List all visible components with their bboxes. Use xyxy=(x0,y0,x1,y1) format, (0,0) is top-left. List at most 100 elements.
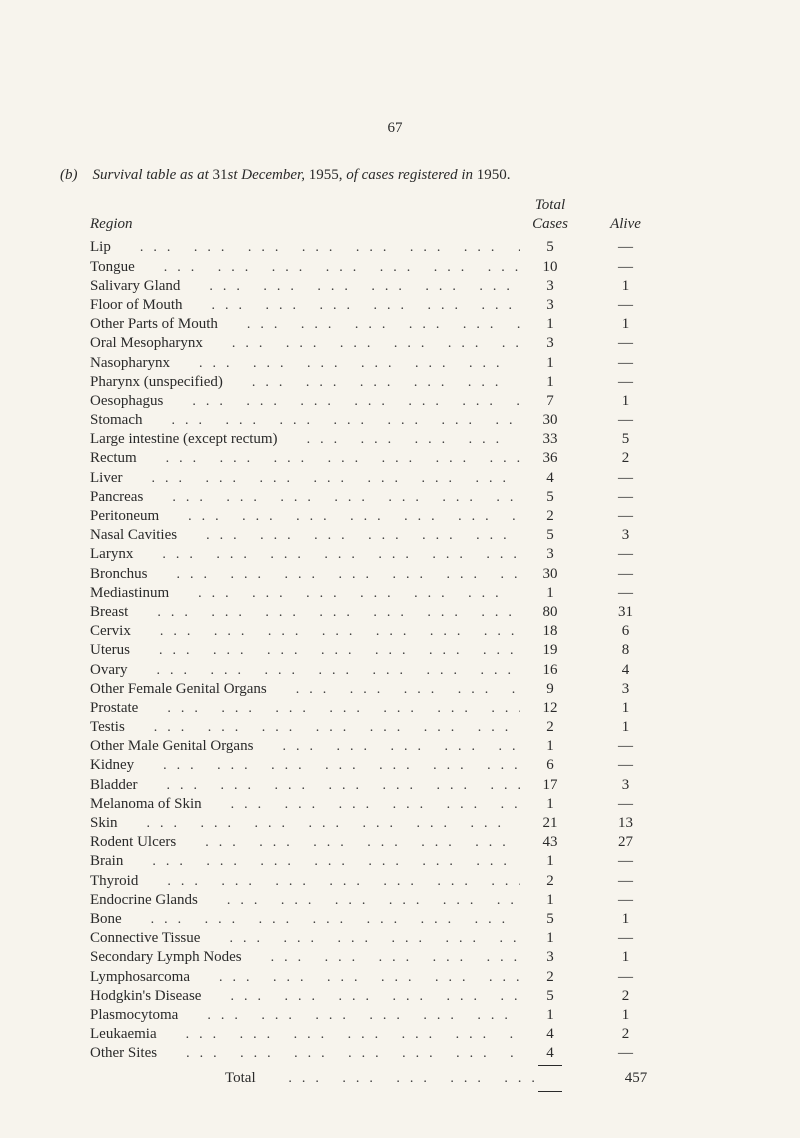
region-label: Lymphosarcoma xyxy=(90,969,192,985)
header-alive: Alive xyxy=(598,215,653,234)
leader-dots: ... ... ... ... ... ... ... ... ... xyxy=(178,835,520,850)
table-row: Bronchus ... ... ... ... ... ... ... ...… xyxy=(60,565,730,584)
cases-cell: 2 xyxy=(520,718,580,737)
cases-cell: 12 xyxy=(520,699,580,718)
region-label: Large intestine (except rectum) xyxy=(90,431,280,447)
cases-cell: 5 xyxy=(520,488,580,507)
region-label: Skin xyxy=(90,815,120,831)
region-cell: Pancreas ... ... ... ... ... ... ... ...… xyxy=(60,488,520,507)
cases-cell: 4 xyxy=(520,1044,580,1063)
region-label: Oesophagus xyxy=(90,393,165,409)
region-cell: Lip ... ... ... ... ... ... ... ... ... xyxy=(60,238,520,257)
region-label: Hodgkin's Disease xyxy=(90,988,203,1004)
alive-cell: 6 xyxy=(598,622,653,641)
table-row: Bladder ... ... ... ... ... ... ... ... … xyxy=(60,776,730,795)
cases-cell: 1 xyxy=(520,1006,580,1025)
region-cell: Other Male Genital Organs ... ... ... ..… xyxy=(60,737,520,756)
alive-cell: — xyxy=(598,238,653,257)
cases-cell: 3 xyxy=(520,948,580,967)
region-label: Bone xyxy=(90,911,124,927)
leader-dots: ... ... ... ... ... ... ... ... ... xyxy=(159,1027,520,1042)
region-cell: Melanoma of Skin ... ... ... ... ... ...… xyxy=(60,795,520,814)
cases-cell: 1 xyxy=(520,354,580,373)
leader-dots: ... ... ... ... ... ... ... ... ... xyxy=(171,586,520,601)
leader-dots: ... ... ... ... ... ... ... ... ... xyxy=(113,240,520,255)
region-label: Pharynx (unspecified) xyxy=(90,374,225,390)
leader-dots: ... ... ... ... ... ... ... ... ... xyxy=(130,663,521,678)
table-row: Hodgkin's Disease ... ... ... ... ... ..… xyxy=(60,987,730,1006)
cases-cell: 1 xyxy=(520,852,580,871)
cases-cell: 16 xyxy=(520,661,580,680)
alive-cell: — xyxy=(598,891,653,910)
cases-cell: 30 xyxy=(520,411,580,430)
region-label: Uterus xyxy=(90,642,132,658)
table-row: Connective Tissue ... ... ... ... ... ..… xyxy=(60,929,730,948)
region-label: Nasal Cavities xyxy=(90,527,179,543)
table-row: Large intestine (except rectum) ... ... … xyxy=(60,430,730,449)
leader-dots: ... ... ... ... ... ... ... ... ... xyxy=(205,336,520,351)
alive-cell: — xyxy=(598,545,653,564)
cases-cell: 3 xyxy=(520,334,580,353)
table-row: Oesophagus ... ... ... ... ... ... ... .… xyxy=(60,392,730,411)
leader-dots: ... ... ... ... ... ... ... ... ... xyxy=(139,451,520,466)
region-cell: Plasmocytoma ... ... ... ... ... ... ...… xyxy=(60,1006,520,1025)
header-cases-label: Cases xyxy=(532,216,568,232)
region-cell: Kidney ... ... ... ... ... ... ... ... .… xyxy=(60,756,520,775)
region-cell: Stomach ... ... ... ... ... ... ... ... … xyxy=(60,411,520,430)
leader-dots: ... ... ... ... ... ... ... ... ... xyxy=(124,912,520,927)
total-cases: 457 xyxy=(609,1069,663,1088)
region-cell: Connective Tissue ... ... ... ... ... ..… xyxy=(60,929,520,948)
table-row: Pharynx (unspecified) ... ... ... ... ..… xyxy=(60,373,730,392)
total-row: Total ... ... ... ... ... 457 xyxy=(60,1069,730,1088)
table-row: Other Male Genital Organs ... ... ... ..… xyxy=(60,737,730,756)
region-label: Other Sites xyxy=(90,1045,159,1061)
cases-cell: 18 xyxy=(520,622,580,641)
region-label: Mediastinum xyxy=(90,585,171,601)
table-body: Lip ... ... ... ... ... ... ... ... ... 5… xyxy=(60,238,730,1063)
alive-cell: — xyxy=(598,411,653,430)
alive-cell: 1 xyxy=(598,277,653,296)
caption-part-2: st December, xyxy=(228,167,309,183)
table-row: Other Parts of Mouth ... ... ... ... ...… xyxy=(60,315,730,334)
alive-cell: — xyxy=(598,565,653,584)
leader-dots: ... ... ... ... ... ... ... ... ... xyxy=(133,624,520,639)
region-label: Breast xyxy=(90,604,130,620)
leader-dots: ... ... ... ... ... ... ... ... ... xyxy=(280,432,520,447)
region-label: Other Parts of Mouth xyxy=(90,316,220,332)
table-row: Tongue ... ... ... ... ... ... ... ... .… xyxy=(60,258,730,277)
cases-cell: 5 xyxy=(520,987,580,1006)
region-cell: Thyroid ... ... ... ... ... ... ... ... … xyxy=(60,872,520,891)
table-row: Kidney ... ... ... ... ... ... ... ... .… xyxy=(60,756,730,775)
leader-dots: ... ... ... ... ... ... ... ... ... xyxy=(130,605,520,620)
caption-prefix: (b) xyxy=(60,167,78,183)
table-row: Mediastinum ... ... ... ... ... ... ... … xyxy=(60,584,730,603)
region-label: Melanoma of Skin xyxy=(90,796,204,812)
leader-dots: ... ... ... ... ... ... ... ... ... xyxy=(172,356,520,371)
region-cell: Larynx ... ... ... ... ... ... ... ... .… xyxy=(60,545,520,564)
region-label: Nasopharynx xyxy=(90,355,172,371)
alive-cell: — xyxy=(598,795,653,814)
region-cell: Endocrine Glands ... ... ... ... ... ...… xyxy=(60,891,520,910)
cases-cell: 21 xyxy=(520,814,580,833)
region-cell: Large intestine (except rectum) ... ... … xyxy=(60,430,520,449)
leader-dots: ... ... ... ... ... ... ... ... ... xyxy=(192,970,520,985)
region-label: Tongue xyxy=(90,259,137,275)
leader-dots: ... ... ... ... ... ... ... ... ... xyxy=(179,528,520,543)
region-label: Leukaemia xyxy=(90,1026,159,1042)
leader-dots: ... ... ... ... ... ... ... ... ... xyxy=(161,509,520,524)
table-row: Skin ... ... ... ... ... ... ... ... ...… xyxy=(60,814,730,833)
table-caption: (b) Survival table as at 31st December, … xyxy=(60,167,730,184)
region-label: Rectum xyxy=(90,450,139,466)
region-label: Oral Mesopharynx xyxy=(90,335,205,351)
alive-cell: — xyxy=(598,488,653,507)
alive-cell: — xyxy=(598,584,653,603)
leader-dots: ... ... ... ... ... ... ... ... ... xyxy=(127,720,520,735)
region-label: Brain xyxy=(90,853,125,869)
alive-cell: — xyxy=(598,296,653,315)
alive-cell: 2 xyxy=(598,987,653,1006)
leader-dots: ... ... ... ... ... ... ... ... ... xyxy=(140,701,520,716)
region-cell: Prostate ... ... ... ... ... ... ... ...… xyxy=(60,699,520,718)
alive-cell: — xyxy=(598,334,653,353)
leader-dots: ... ... ... ... ... ... ... ... ... xyxy=(220,317,520,332)
region-label: Bladder xyxy=(90,777,139,793)
